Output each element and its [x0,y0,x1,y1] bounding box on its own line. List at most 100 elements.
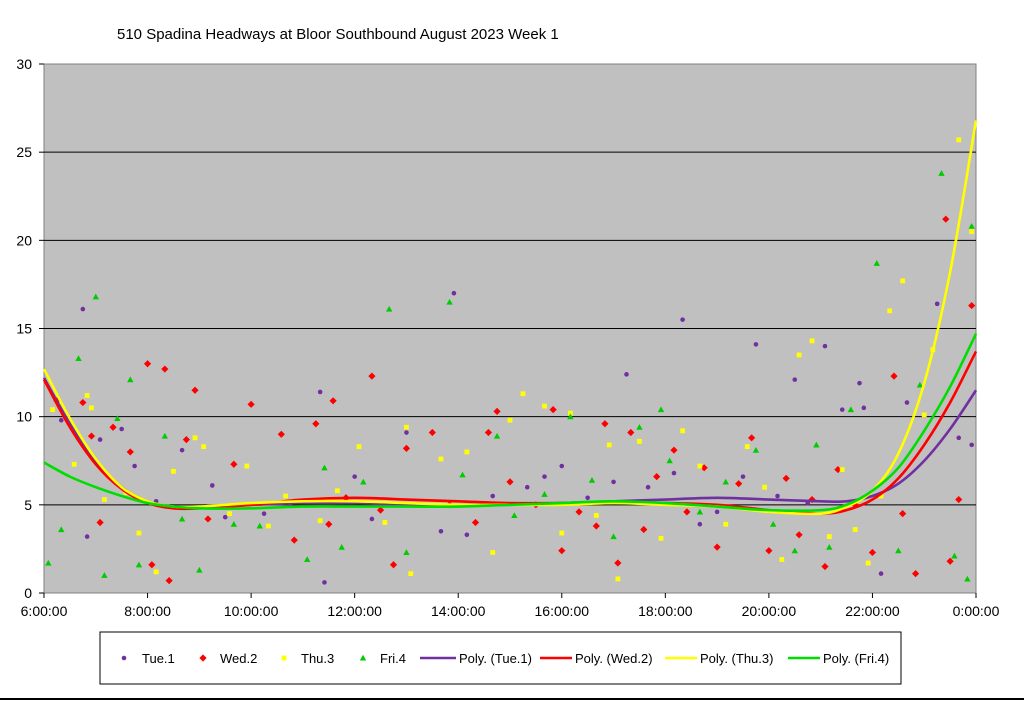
data-point [714,509,720,515]
data-point [969,229,975,234]
data-point [868,548,877,557]
data-point [360,478,367,485]
data-point [839,407,845,412]
data-point [490,550,496,555]
data-point [657,406,665,413]
data-point [697,521,703,527]
data-point [791,547,798,554]
data-point [524,484,530,490]
data-point [84,393,90,398]
data-point [640,525,648,534]
data-point [312,420,320,428]
data-point [335,488,340,494]
data-point [559,463,565,469]
legend-item: Poly. (Fri.4) [788,651,889,666]
data-point [244,463,250,469]
data-point [171,468,176,474]
data-point [321,464,328,471]
legend-item: Tue.1 [121,651,175,666]
data-point [601,420,609,428]
data-point [899,510,907,518]
data-point [610,533,617,540]
data-point [575,508,583,516]
data-point [956,137,962,143]
data-point [700,464,708,472]
data-point [567,413,574,420]
data-point [696,508,704,515]
legend-item: Fri.4 [359,651,406,666]
data-point [84,534,90,539]
y-tick-label: 10 [16,409,32,425]
y-tick-label: 0 [24,585,32,601]
data-point [637,438,642,444]
data-point [606,442,612,448]
data-point [627,428,635,437]
data-point [520,391,526,397]
data-point [740,474,746,479]
data-point [956,435,962,441]
x-tick-label: 6:00:00 [21,603,68,619]
data-point [402,444,411,453]
data-point [671,470,677,476]
gridlines [44,151,976,506]
data-point [338,543,345,550]
data-point [79,398,87,407]
y-axis: 0 5 10 15 20 25 30 [16,56,44,601]
data-point [325,520,333,528]
data-point [58,417,64,423]
data-point [451,290,457,296]
data-point [182,435,190,444]
data-point [161,432,169,439]
data-point [847,406,855,413]
data-point [75,355,82,362]
data-point [265,523,271,529]
legend-marker [359,654,367,661]
data-point [770,521,777,527]
data-point [748,434,756,442]
legend-item: Poly. (Wed.2) [540,651,653,666]
data-point [592,522,600,530]
data-point [329,397,337,405]
legend-item: Poly. (Tue.1) [420,651,532,666]
data-point [955,495,963,504]
legend-label: Fri.4 [380,651,406,666]
data-point [900,278,906,284]
data-point [666,457,673,464]
data-point [934,301,940,307]
data-point [227,511,232,517]
data-point [209,483,215,488]
data-point [102,497,107,502]
data-point [839,467,845,472]
series-thu-3 [50,137,975,582]
data-point [471,518,480,527]
data-point [80,306,86,312]
data-point [636,424,643,430]
data-point [403,549,410,556]
data-point [92,293,99,300]
data-point [119,426,124,432]
data-point [506,478,514,486]
data-point [165,577,173,585]
data-point [261,511,267,516]
data-point [179,447,185,453]
data-point [542,474,547,479]
series-tue-1 [58,290,974,585]
data-point [114,415,121,421]
data-point [968,301,976,310]
data-point [191,386,199,394]
data-point [878,493,884,499]
data-point [153,569,159,575]
trendline-poly-fri-4- [43,333,978,512]
data-point [127,376,134,383]
data-point [256,522,263,529]
data-point [964,575,971,582]
data-point [45,559,52,566]
data-point [385,305,393,312]
data-point [887,308,893,314]
data-point [404,430,409,435]
data-point [109,423,117,431]
legend-label: Poly. (Tue.1) [459,651,532,666]
data-point [493,407,501,415]
data-point [938,170,945,176]
legend-marker [281,655,287,661]
